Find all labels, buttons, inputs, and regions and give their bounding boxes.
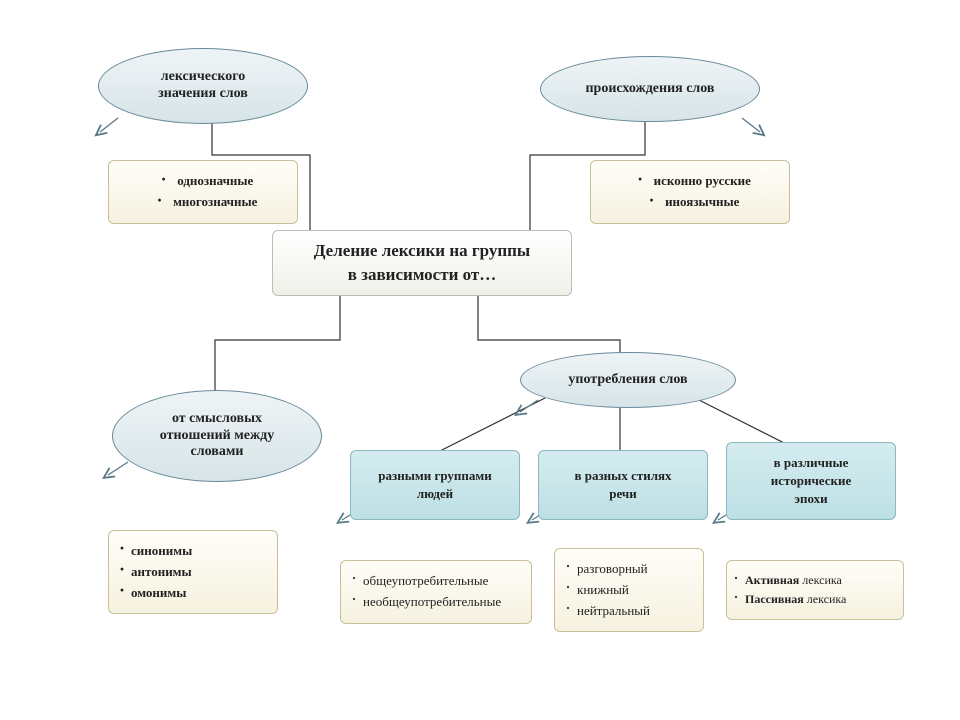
origin-items: исконно русские иноязычные	[590, 160, 790, 224]
node-lexical: лексического значения слов	[98, 48, 308, 124]
center-line1: Деление лексики на группы	[314, 239, 530, 263]
semantic-item-0: синонимы	[131, 541, 263, 562]
usage-sub2-item-2: нейтральный	[577, 601, 689, 622]
usage-sub1-l2: людей	[417, 485, 453, 503]
node-origin: происхождения слов	[540, 56, 760, 122]
lexical-item-0: однозначные	[131, 171, 283, 192]
origin-item-1: иноязычные	[613, 192, 775, 213]
origin-item-0: исконно русские	[613, 171, 775, 192]
semantic-items: синонимы антонимы омонимы	[108, 530, 278, 614]
lexical-item-1: многозначные	[131, 192, 283, 213]
usage-sub1-items: общеупотребительные необщеупотребительны…	[340, 560, 532, 624]
node-usage: употребления слов	[520, 352, 736, 408]
usage-sub1-l1: разными группами	[378, 467, 491, 485]
semantic-item-1: антонимы	[131, 562, 263, 583]
usage-sub2-l2: речи	[609, 485, 637, 503]
lexical-title-2: значения слов	[158, 86, 248, 103]
usage-sub2: в разных стилях речи	[538, 450, 708, 520]
usage-sub3-item-0: Активная лексика	[745, 571, 889, 590]
usage-sub1: разными группами людей	[350, 450, 520, 520]
usage-sub3-items: Активная лексика Пассивная лексика	[726, 560, 904, 620]
lexical-items: однозначные многозначные	[108, 160, 298, 224]
usage-sub3-l3: эпохи	[794, 490, 827, 508]
semantic-title-2: отношений между	[160, 428, 274, 445]
usage-sub2-items: разговорный книжный нейтральный	[554, 548, 704, 632]
usage-sub3: в различные исторические эпохи	[726, 442, 896, 520]
usage-sub3-l1: в различные	[774, 454, 849, 472]
lexical-title-1: лексического	[158, 69, 248, 86]
usage-sub3-l2: исторические	[771, 472, 851, 490]
usage-sub3-item-1: Пассивная лексика	[745, 590, 889, 609]
semantic-title-1: от смысловых	[160, 411, 274, 428]
usage-sub2-item-1: книжный	[577, 580, 689, 601]
origin-title: происхождения слов	[585, 81, 714, 98]
usage-sub2-l1: в разных стилях	[574, 467, 671, 485]
center-node: Деление лексики на группы в зависимости …	[272, 230, 572, 296]
usage-sub2-item-0: разговорный	[577, 559, 689, 580]
usage-sub1-item-0: общеупотребительные	[363, 571, 517, 592]
semantic-item-2: омонимы	[131, 583, 263, 604]
usage-sub1-item-1: необщеупотребительные	[363, 592, 517, 613]
node-semantic: от смысловых отношений между словами	[112, 390, 322, 482]
usage-title: употребления слов	[568, 372, 687, 389]
semantic-title-3: словами	[160, 444, 274, 461]
center-line2: в зависимости от…	[348, 263, 497, 287]
